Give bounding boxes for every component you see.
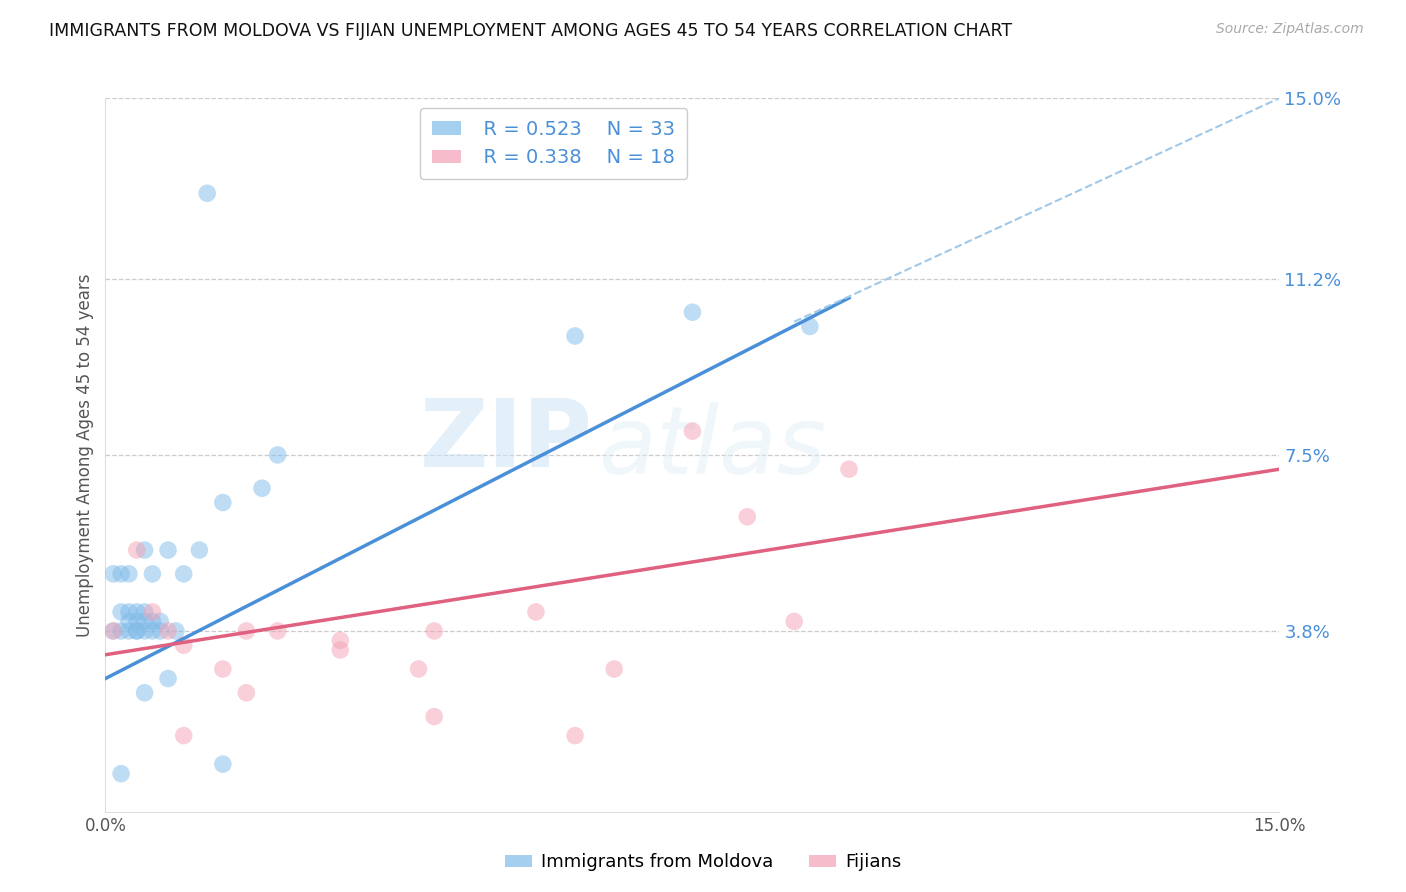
Point [235,624,257,638]
Point [799,319,821,334]
Point [524,605,547,619]
Point [118,615,141,629]
Point [266,624,288,638]
Point [134,686,156,700]
Point [110,605,132,619]
Point [603,662,626,676]
Point [329,643,352,657]
Point [149,624,172,638]
Legend: Immigrants from Moldova, Fijians: Immigrants from Moldova, Fijians [498,847,908,879]
Point [141,566,163,581]
Point [125,624,148,638]
Point [134,624,156,638]
Point [211,495,233,509]
Point [149,615,172,629]
Point [141,624,163,638]
Point [141,615,163,629]
Point [188,543,211,558]
Point [266,448,288,462]
Text: Source: ZipAtlas.com: Source: ZipAtlas.com [1216,22,1364,37]
Point [110,766,132,780]
Point [125,615,148,629]
Legend:   R = 0.523    N = 33,   R = 0.338    N = 18: R = 0.523 N = 33, R = 0.338 N = 18 [420,108,686,179]
Point [211,662,233,676]
Point [157,672,180,686]
Point [118,605,141,619]
Point [103,624,125,638]
Y-axis label: Unemployment Among Ages 45 to 54 years: Unemployment Among Ages 45 to 54 years [76,273,94,637]
Point [157,624,180,638]
Point [103,566,125,581]
Point [134,605,156,619]
Point [681,305,703,319]
Point [211,757,233,772]
Point [173,729,195,743]
Point [110,624,132,638]
Point [118,566,141,581]
Point [235,686,257,700]
Point [134,543,156,558]
Text: ZIP: ZIP [420,394,593,487]
Point [423,624,446,638]
Text: IMMIGRANTS FROM MOLDOVA VS FIJIAN UNEMPLOYMENT AMONG AGES 45 TO 54 YEARS CORRELA: IMMIGRANTS FROM MOLDOVA VS FIJIAN UNEMPL… [49,22,1012,40]
Point [173,638,195,652]
Point [681,424,703,438]
Point [118,624,141,638]
Text: atlas: atlas [599,402,827,493]
Point [564,329,586,343]
Point [103,624,125,638]
Point [125,624,148,638]
Point [423,709,446,723]
Point [408,662,430,676]
Point [195,186,218,201]
Point [173,566,195,581]
Point [157,543,180,558]
Point [125,543,148,558]
Point [838,462,860,476]
Point [125,605,148,619]
Point [141,605,163,619]
Point [564,729,586,743]
Point [735,509,758,524]
Point [329,633,352,648]
Point [110,566,132,581]
Point [250,481,273,495]
Point [783,615,806,629]
Point [165,624,187,638]
Point [134,615,156,629]
